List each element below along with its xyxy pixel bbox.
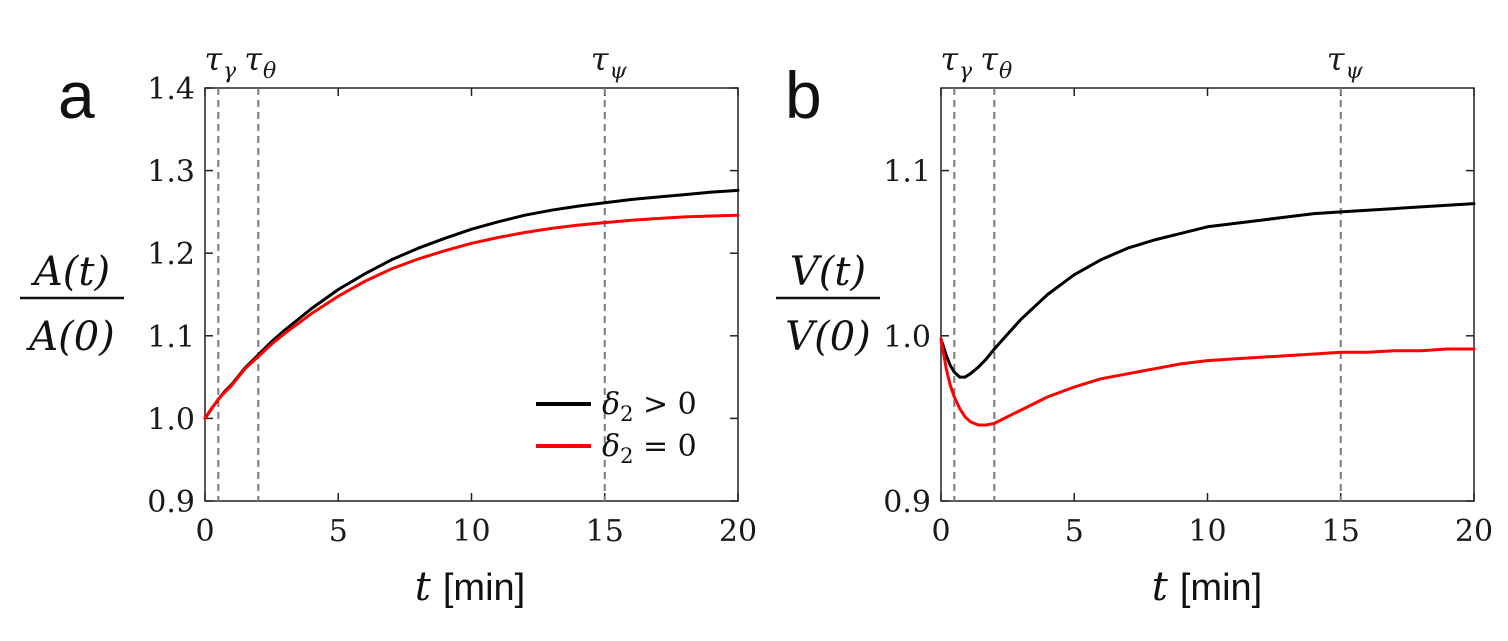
panel-a-y-tick-label: 0.9 <box>147 485 195 520</box>
panel-b-x-tick-label: 5 <box>1065 514 1084 549</box>
panel-b-vline-label: τψ <box>1327 40 1364 84</box>
panel-b-x-tick-label: 10 <box>1188 514 1226 549</box>
panel-a-y-tick-label: 1.3 <box>147 155 195 190</box>
panel-a-x-tick-label: 20 <box>719 514 757 549</box>
panel-a-ylabel-denominator: A(0) <box>25 314 115 360</box>
panel-b-series-line-2 <box>939 337 1476 427</box>
panel-b-x-axis-label: t [min] <box>1152 564 1262 610</box>
panel-b-vline-label: τθ <box>980 40 1012 84</box>
panel-b-y-axis-label: V(t) V(0) <box>776 249 880 360</box>
panel-a: a 0 5 10 15 20 0.9 1.0 1.1 1.2 1.3 1.4 τγ τθ τψ δ2 > 0… <box>20 40 757 610</box>
panel-a-vline-label: τγ <box>204 40 237 84</box>
panel-a-y-axis-label: A(t) A(0) <box>20 249 124 360</box>
panel-b-vline-label: τγ <box>940 40 973 84</box>
panel-a-vline-label: τψ <box>591 40 628 84</box>
panel-a-y-tick-label: 1.1 <box>147 320 195 355</box>
panel-b: b 0 5 10 15 20 0.9 1.0 1.1 τγ τθ τψ V(t) V(0) t [mi… <box>776 40 1493 610</box>
panel-b-y-tick-label: 1.0 <box>883 320 931 355</box>
panel-a-x-tick-label: 5 <box>329 514 348 549</box>
panel-b-y-tick-label: 0.9 <box>883 485 931 520</box>
panel-b-x-tick-label: 0 <box>931 514 950 549</box>
panel-a-x-tick-label: 15 <box>586 514 624 549</box>
panel-a-ylabel-numerator: A(t) <box>30 249 110 295</box>
panel-a-vline-label: τθ <box>244 40 276 84</box>
panel-a-x-axis-label: t [min] <box>415 564 525 610</box>
legend-label: δ2 = 0 <box>602 429 697 468</box>
panel-a-series-line-1 <box>203 188 740 420</box>
panel-b-ylabel-denominator: V(0) <box>785 314 871 360</box>
legend-label: δ2 > 0 <box>602 387 697 426</box>
panel-a-y-tick-label: 1.2 <box>147 237 195 272</box>
panel-b-series-line-1 <box>939 202 1476 379</box>
panel-b-label: b <box>785 58 822 132</box>
panel-b-ylabel-numerator: V(t) <box>790 249 866 295</box>
panel-a-x-tick-label: 10 <box>452 514 490 549</box>
panel-b-plot-area: 0 5 10 15 20 0.9 1.0 1.1 τγ τθ τψ <box>883 40 1493 549</box>
panel-a-series-line-2 <box>203 213 740 420</box>
panel-a-x-tick-label: 0 <box>195 514 214 549</box>
panel-b-x-tick-label: 20 <box>1455 514 1493 549</box>
panel-b-axes-frame <box>940 87 1475 502</box>
panel-a-plot-area: 0 5 10 15 20 0.9 1.0 1.1 1.2 1.3 1.4 τγ τθ τψ δ2 > 0δ2… <box>147 40 757 549</box>
panel-a-label: a <box>58 58 95 132</box>
panel-a-y-tick-label: 1.4 <box>147 72 195 107</box>
panel-b-x-tick-label: 15 <box>1322 514 1360 549</box>
panel-b-y-tick-label: 1.1 <box>883 155 931 190</box>
panel-a-y-tick-label: 1.0 <box>147 402 195 437</box>
